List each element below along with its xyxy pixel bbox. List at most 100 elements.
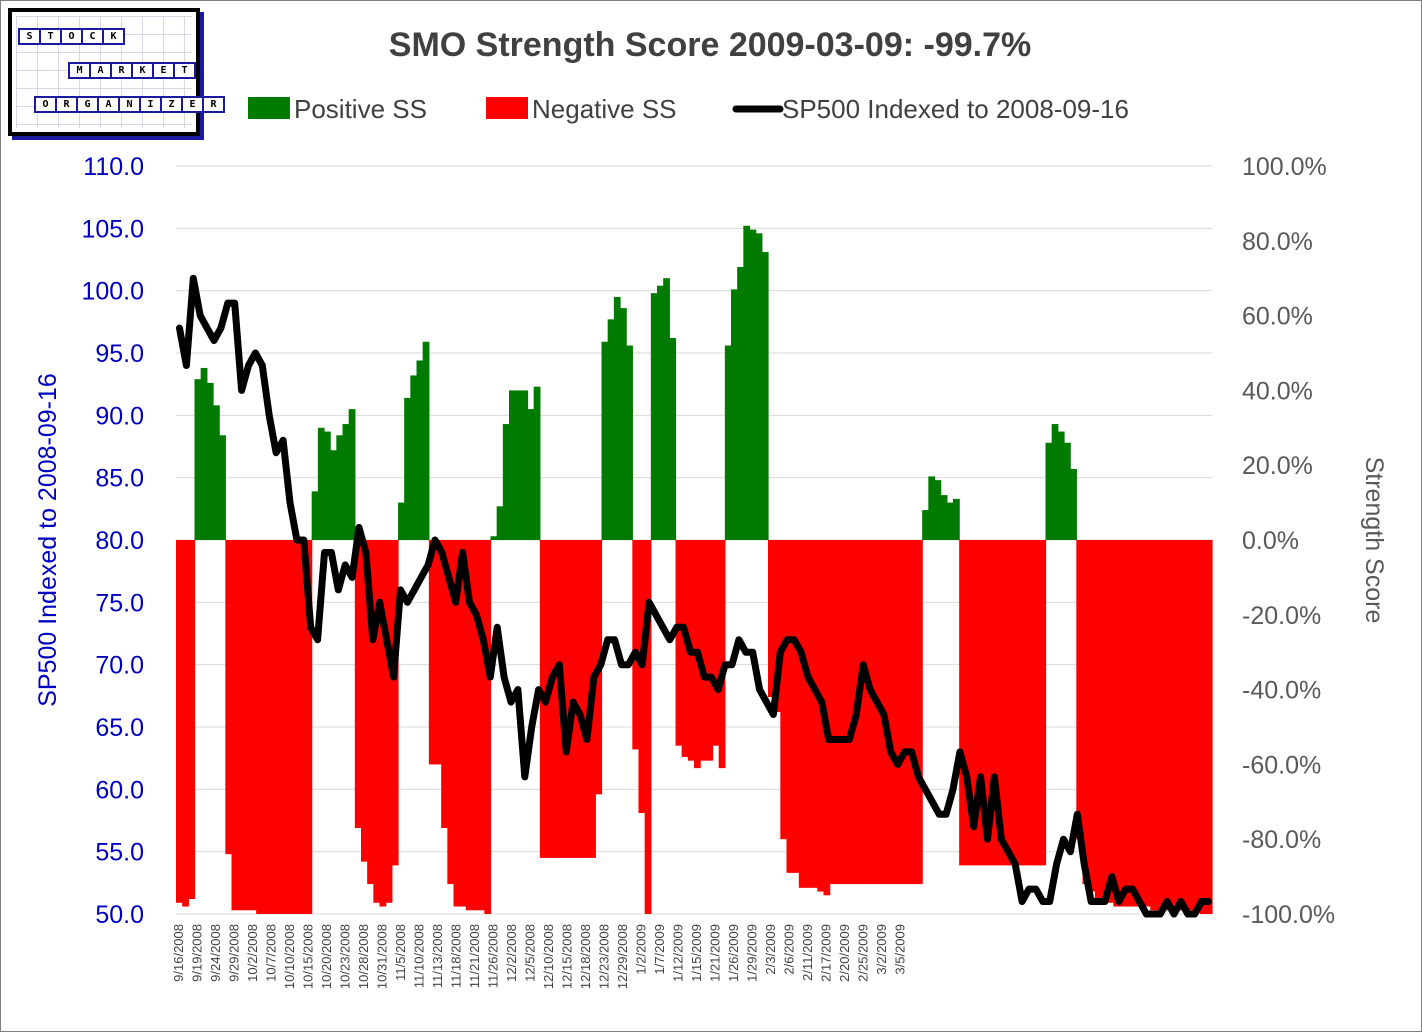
strength-bar [1107,540,1114,903]
strength-bar [373,540,381,903]
strength-bar [533,386,541,540]
strength-bar [293,540,300,914]
strength-bar [601,341,609,540]
strength-bar [305,540,313,914]
strength-bar [515,390,522,540]
strength-bar [299,540,307,914]
strength-bar [219,435,226,540]
x-axis-tick-label: 2/17/2009 [819,924,834,982]
logo-letter: T [39,28,62,45]
strength-bar [342,424,350,540]
x-axis-tick-label: 1/26/2009 [726,924,741,982]
strength-bar [176,540,183,903]
strength-bar [268,540,276,914]
strength-bar [391,540,399,866]
strength-bar [829,540,837,885]
x-axis-tick-label: 12/2/2008 [504,924,519,982]
left-axis-tick-label: 90.0 [95,402,144,430]
strength-bar [1205,540,1213,914]
strength-bar [959,540,966,866]
x-axis-tick-label: 9/19/2008 [190,924,205,982]
right-axis-title: Strength Score [1360,457,1388,624]
strength-bar [404,397,411,540]
logo-letter: T [173,62,196,79]
left-axis-tick-label: 55.0 [95,839,144,867]
strength-bar [336,435,344,540]
strength-bar [182,540,189,907]
strength-bar [934,480,942,540]
strength-bar [410,375,418,540]
x-axis-tick-label: 10/28/2008 [356,924,371,989]
strength-bar [1168,540,1176,911]
x-axis-tick-label: 11/10/2008 [412,924,427,988]
left-axis-ticks: 50.0 55.0 60.0 65.0 70.0 75.0 80.0 85.0 90.0 95.0… [81,153,144,929]
strength-bar [909,540,917,885]
strength-bar [1150,540,1158,911]
strength-bar [428,540,436,765]
x-axis-tick-label: 10/2/2008 [245,924,260,982]
strength-bar [903,540,911,885]
strength-bar [792,540,800,873]
left-axis-tick-label: 75.0 [95,589,144,617]
strength-bar [1138,540,1145,907]
strength-bar [422,341,430,540]
strength-bar [872,540,880,885]
strength-bar [206,382,214,540]
strength-bar [447,540,455,885]
strength-bar [576,540,584,858]
strength-bar [885,540,892,885]
sp500-line [176,274,1212,918]
x-axis-tick-label: 2/20/2009 [837,924,852,982]
strength-bar [1033,540,1040,866]
x-axis-tick-label: 1/2/2009 [634,924,649,975]
strength-bar [835,540,843,885]
logo-letter: K [102,28,125,45]
strength-bar [811,540,818,888]
strength-bar [953,498,960,540]
x-axis-tick-label: 2/6/2009 [782,924,797,975]
strength-bar [1070,468,1077,540]
strength-bar [650,293,658,540]
strength-bar [620,308,627,540]
x-axis-tick-label: 11/21/2008 [467,924,482,988]
strength-bar [274,540,282,914]
strength-bar [977,540,985,866]
logo-row-market: M A R K E T [68,62,196,79]
strength-bar [842,540,849,885]
strength-bar [243,540,251,911]
right-axis-tick-label: -40.0% [1242,677,1321,705]
strength-bar [990,540,997,866]
chart-legend: Positive SS Negative SS SP500 Indexed to… [248,94,1129,124]
strength-bar [681,540,689,757]
strength-bar [1144,540,1151,907]
strength-bar [194,379,202,540]
strength-bar [805,540,812,888]
strength-bar [922,510,929,540]
right-axis-tick-label: 60.0% [1242,303,1313,331]
strength-bar [552,540,559,858]
strength-bar [780,540,788,840]
x-axis-tick-label: 9/24/2008 [208,924,223,982]
x-axis-tick-label: 12/18/2008 [578,924,593,989]
strength-bar [700,540,707,761]
x-axis-tick-label: 10/20/2008 [319,924,334,989]
strength-bar [472,540,479,911]
strength-bar [435,540,442,765]
x-axis-tick-label: 10/23/2008 [338,924,353,989]
strength-bar [311,491,319,540]
strength-bar [657,285,664,540]
x-axis-tick-label: 11/18/2008 [449,924,464,988]
legend-label-sp500: SP500 Indexed to 2008-09-16 [782,94,1129,124]
left-axis-tick-label: 100.0 [81,278,144,306]
strength-bar [669,338,677,540]
strength-bar [675,540,683,746]
stock-market-organizer-logo: S T O C K M A R K E T O R G A N I Z E R [8,8,225,136]
chart-title: SMO Strength Score 2009-03-09: -99.7% [389,26,1031,64]
strength-bar [1199,540,1207,914]
logo-row-organizer: O R G A N I Z E R [34,96,225,113]
strength-bar [231,540,239,911]
left-axis-tick-label: 60.0 [95,776,144,804]
strength-bar [354,540,362,828]
strength-bar [718,540,726,769]
strength-bar [564,540,572,858]
